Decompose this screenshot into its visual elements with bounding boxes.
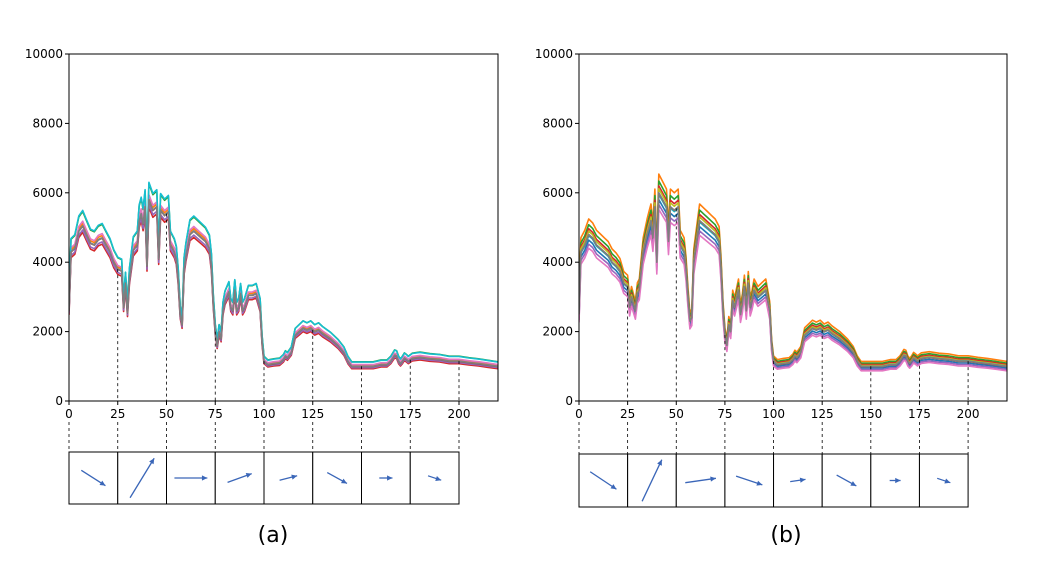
x-tick-label: 0 (65, 407, 73, 421)
y-tick-label: 6000 (32, 186, 63, 200)
direction-arrow-head (657, 459, 662, 466)
direction-arrow-head (895, 477, 901, 484)
x-tick-label: 175 (908, 407, 931, 421)
direction-arrow-head (799, 477, 806, 483)
series-line-8 (69, 198, 498, 368)
panel-caption: (b) (770, 523, 801, 548)
direction-box (312, 451, 362, 505)
x-tick-label: 150 (859, 407, 882, 421)
direction-box (117, 451, 167, 505)
series-line-4 (579, 193, 1007, 368)
direction-arrow-head (149, 458, 155, 465)
chart-panel-b: 0 2000 4000 6000 8000 10000 0 25 50 75 100 125 150 17… (535, 47, 1008, 548)
series-group (579, 173, 1007, 372)
direction-box (409, 451, 460, 505)
y-tick-label: 8000 (542, 116, 573, 130)
x-tick-label: 150 (350, 407, 373, 421)
x-tick-label: 100 (253, 407, 276, 421)
chart-panel-a: 0 2000 4000 6000 8000 10000 0 25 50 75 100 125 150 17… (25, 47, 499, 548)
series-line-3 (69, 206, 498, 370)
direction-arrow-shaft (129, 457, 155, 499)
y-tick-label: 2000 (32, 325, 63, 339)
series-line-7 (579, 192, 1007, 368)
series-line-3 (579, 187, 1007, 367)
series-line-1 (579, 180, 1007, 365)
x-tick-label: 0 (575, 407, 583, 421)
x-tick-label: 25 (620, 407, 635, 421)
y-tick-label: 10000 (25, 47, 63, 61)
x-tick-label: 200 (957, 407, 980, 421)
series-line-6 (579, 203, 1007, 371)
x-tick-label: 175 (399, 407, 422, 421)
y-tick-label: 8000 (32, 116, 63, 130)
direction-arrow-head (710, 476, 716, 482)
series-group (69, 181, 498, 370)
direction-arrow-head (756, 480, 763, 486)
y-tick-label: 6000 (542, 186, 573, 200)
series-line-2 (69, 182, 498, 363)
direction-box (578, 453, 629, 508)
y-tick-label: 10000 (535, 47, 573, 61)
x-tick-label: 75 (208, 407, 223, 421)
series-line-4 (69, 203, 498, 369)
series-line-7 (69, 181, 498, 363)
y-tick-label: 2000 (542, 325, 573, 339)
series-line-5 (579, 198, 1007, 369)
series-line-2 (579, 185, 1007, 366)
x-tick-label: 50 (159, 407, 174, 421)
series-line-1 (69, 196, 498, 367)
direction-arrow-head (610, 484, 617, 490)
y-tick-label: 0 (565, 394, 573, 408)
series-line-9 (579, 192, 1007, 368)
series-line-5 (69, 199, 498, 368)
x-tick-label: 50 (669, 407, 684, 421)
direction-arrow-head (387, 475, 393, 481)
x-tick-label: 125 (811, 407, 834, 421)
x-tick-label: 75 (717, 407, 732, 421)
direction-arrow-head (291, 474, 298, 480)
series-line-0 (69, 198, 498, 368)
direction-arrow-head (435, 476, 442, 481)
panel-caption: (a) (258, 523, 289, 548)
direction-arrow-head (341, 478, 347, 484)
y-tick-label: 4000 (542, 255, 573, 269)
series-line-6 (69, 193, 498, 366)
series-line-8 (579, 208, 1007, 372)
direction-arrow-head (850, 481, 857, 486)
direction-arrow-head (201, 475, 208, 481)
plot-frame (578, 53, 1008, 402)
y-tick-label: 4000 (32, 255, 63, 269)
direction-arrow-head (944, 478, 951, 484)
direction-arrow-head (245, 473, 252, 478)
direction-arrow-head (99, 480, 106, 486)
x-tick-label: 25 (110, 407, 125, 421)
x-tick-label: 100 (762, 407, 785, 421)
plot-frame (68, 53, 499, 402)
x-tick-label: 125 (301, 407, 324, 421)
y-tick-label: 0 (55, 394, 63, 408)
direction-arrow-shaft (641, 459, 663, 502)
x-tick-label: 200 (448, 407, 471, 421)
direction-box (870, 453, 920, 508)
